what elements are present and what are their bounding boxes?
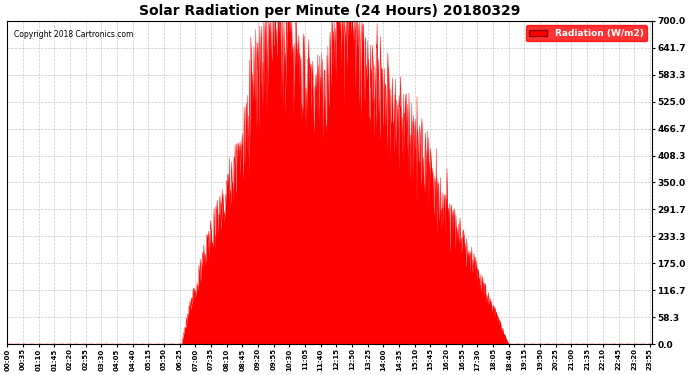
Legend: Radiation (W/m2): Radiation (W/m2): [526, 25, 647, 42]
Text: Copyright 2018 Cartronics.com: Copyright 2018 Cartronics.com: [14, 30, 133, 39]
Title: Solar Radiation per Minute (24 Hours) 20180329: Solar Radiation per Minute (24 Hours) 20…: [139, 4, 520, 18]
